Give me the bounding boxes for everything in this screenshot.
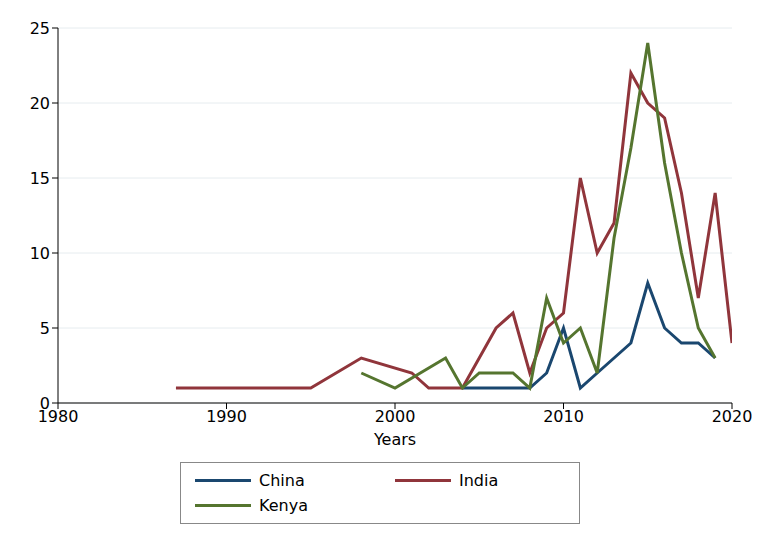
svg-text:25: 25	[30, 19, 50, 38]
svg-text:0: 0	[40, 394, 50, 413]
svg-text:2010: 2010	[543, 407, 584, 426]
html-text:China: China	[259, 471, 305, 490]
svg-text:10: 10	[30, 244, 50, 263]
html-text:Kenya: Kenya	[259, 496, 308, 515]
html-text:India: India	[459, 471, 499, 490]
svg-text:2020: 2020	[712, 407, 752, 426]
svg-text:1990: 1990	[206, 407, 247, 426]
svg-text:20: 20	[30, 94, 50, 113]
svg-text:Years: Years	[373, 430, 416, 449]
svg-text:1980: 1980	[37, 407, 79, 427]
svg-text:2000: 2000	[375, 407, 416, 426]
svg-text:15: 15	[30, 169, 50, 188]
svg-text:5: 5	[40, 319, 50, 338]
